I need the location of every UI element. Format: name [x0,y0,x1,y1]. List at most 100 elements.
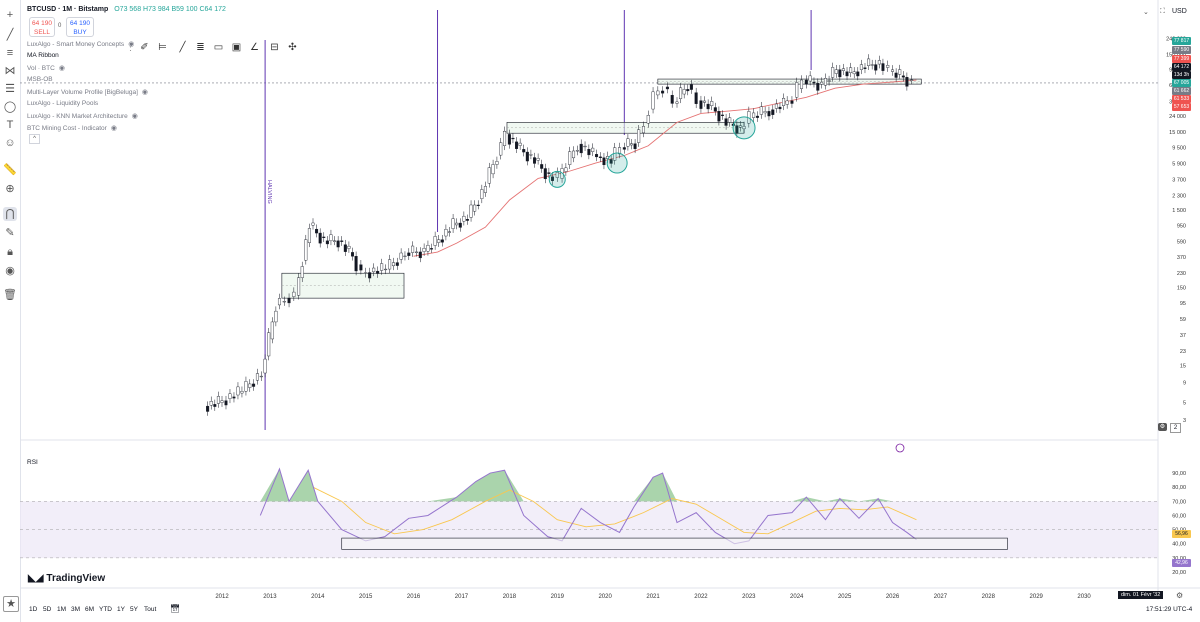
candle-body [656,90,660,96]
timeframe-ytd[interactable]: YTD [99,606,112,613]
countdown-badge: 13d 3h [1172,71,1191,79]
sell-button[interactable]: 64 190 SELL [29,17,55,37]
timeframe-all[interactable]: Tout [144,606,157,613]
trash-icon[interactable]: 🗑︎ [3,289,17,301]
fib-icon[interactable]: ☰ [5,83,15,95]
crosshair-icon[interactable]: + [6,9,14,21]
indicator-item[interactable]: LuxAlgo - Smart Money Concepts ◉ [27,40,134,48]
rsi-support-zone[interactable] [341,537,1008,550]
candle-body [388,259,392,270]
timeframe-5d[interactable]: 5D [43,606,52,613]
indicator-item[interactable]: BTC Mining Cost - Indicator ◉ [27,124,117,132]
timeframe-1m[interactable]: 1M [57,606,67,613]
indicator-label: MSB-OB [27,76,53,83]
price-axis-label: 95 [1180,301,1186,307]
indicator-item[interactable]: LuxAlgo - KNN Market Architecture ◉ [27,112,138,120]
favorites-icon[interactable]: ★ [3,596,19,612]
floating-drawing-toolbar: ⋮ ✐ ⊨ ╱ ≣ ▭ ▣ ∠ ⊟ ✣ [124,20,304,53]
candle-body [304,239,308,261]
eye-icon[interactable]: ◉ [58,65,65,72]
date-range-icon[interactable]: 📅︎ [170,604,181,613]
buy-button[interactable]: 64 190 BUY [66,17,94,37]
timeframe-1d[interactable]: 1D [29,606,38,613]
brush-icon[interactable]: ✐ [140,42,149,53]
timeframe-3m[interactable]: 3M [71,606,81,613]
emoji-icon[interactable]: ☺ [4,137,16,149]
rsi-axis-label: 20,00 [1172,570,1186,576]
indicator-item[interactable]: LuxAlgo - Liquidity Pools [27,100,98,107]
angle-tool-icon[interactable]: ∠ [250,42,259,53]
lock-icon[interactable]: 🔒︎ [7,246,13,258]
candle-body [533,157,537,164]
timeframe-5y[interactable]: 5Y [130,606,138,613]
candle-body [670,94,674,104]
scale-mode-button[interactable]: 2 [1170,423,1181,433]
eye-icon[interactable]: ◉ [141,89,149,96]
candle-body [579,143,583,154]
rsi-ma-badge: 56,96 [1172,530,1191,538]
timeframe-1y[interactable]: 1Y [117,606,125,613]
indicator-item[interactable]: MA Ribbon [27,52,59,59]
eye-icon[interactable]: ◉ [5,265,15,277]
scale-settings-icon[interactable]: ⚙ [1158,423,1167,431]
eye-icon[interactable]: ◉ [131,113,138,120]
collapse-indicators-button[interactable]: ^ [29,134,40,144]
candle-body [487,167,491,184]
year-label: 2020 [598,594,612,600]
candle-body [248,383,252,388]
fullscreen-icon[interactable]: ⛶ [1160,8,1165,15]
indicator-item[interactable]: Multi-Layer Volume Profile [BigBeluga] ◉ [27,88,148,96]
ruler-icon[interactable]: 📏 [3,164,17,176]
candle-body [287,297,291,304]
timeframe-6m[interactable]: 6M [85,606,95,613]
candle-body [300,266,304,278]
pattern-icon[interactable]: ⋈ [4,65,16,77]
settings-tool-icon[interactable]: ✣ [288,42,297,53]
drag-handle-icon[interactable]: ⋮ [125,42,136,53]
symbol-title[interactable]: BTCUSD · 1M · Bitstamp [27,6,109,13]
price-badge: 77 590 [1172,46,1191,54]
indicator-item[interactable]: Vol · BTC ◉ [27,64,65,72]
zoom-icon[interactable]: ⊕ [5,183,15,195]
rsi-axis-label: 90,00 [1172,471,1186,477]
eye-icon[interactable]: ◉ [128,41,135,48]
rect-tool-icon[interactable]: ▭ [213,42,224,53]
price-badge: 77 399 [1172,55,1191,63]
text-icon[interactable]: T [6,119,14,131]
candle-body [870,64,874,66]
price-axis-label: 5 900 [1172,162,1186,168]
candle-body [426,245,430,252]
projection-tool-icon[interactable]: ⊟ [270,42,279,53]
rsi-axis-label: 80,00 [1172,485,1186,491]
eye-icon[interactable]: ◉ [110,125,117,132]
candle-body [515,141,519,149]
magnet-icon[interactable]: ⋂ [3,207,17,221]
pencil-lock-icon[interactable]: ✎ [5,227,15,239]
candle-body [451,218,455,229]
price-badge: 67 005 [1172,79,1191,87]
candle-body [536,157,540,161]
order-block-zone[interactable] [657,78,922,85]
candle-body [637,129,641,143]
candle-body [376,270,380,274]
replay-icon[interactable] [895,443,905,453]
chevron-down-icon[interactable]: ⌄ [1143,9,1149,16]
indicator-item[interactable]: MSB-OB [27,76,53,83]
candle-body [329,234,333,242]
shapes-icon[interactable]: ◯ [3,101,17,113]
price-axis-label: 5 [1183,401,1186,407]
line-tool-icon[interactable]: ╱ [179,42,186,53]
lines-icon[interactable]: ≡ [6,47,14,59]
settings-gear-icon[interactable]: ⚙ [1176,591,1184,600]
currency-label[interactable]: USD [1172,8,1187,15]
candle-body [263,358,267,374]
trendline-icon[interactable]: ╱ [6,29,14,41]
candle-body [354,256,358,272]
fib-tool-icon[interactable]: ≣ [196,42,205,53]
candle-body [812,81,816,84]
candle-body [282,301,286,303]
candle-body [831,67,835,78]
align-icon[interactable]: ⊨ [158,42,167,53]
box-tool-icon[interactable]: ▣ [231,42,242,53]
